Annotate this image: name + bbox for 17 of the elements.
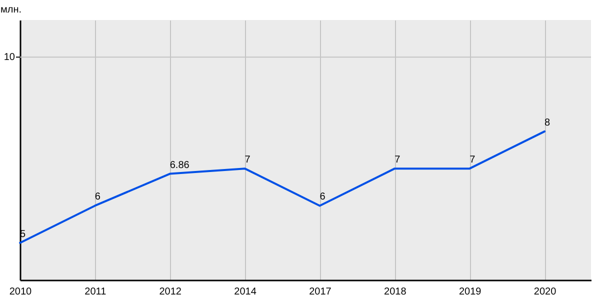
x-tick-label: 2020 xyxy=(534,286,557,298)
x-tick-label: 2014 xyxy=(234,286,257,298)
data-label: 7 xyxy=(470,154,476,166)
x-tick-label: 2011 xyxy=(84,286,107,298)
y-axis-title: млн. xyxy=(0,4,22,16)
x-tick-label: 2010 xyxy=(9,286,32,298)
data-label: 6 xyxy=(94,192,101,203)
x-tick-label: 2018 xyxy=(384,286,407,298)
data-label: 6.86 xyxy=(170,160,190,171)
data-label: 8 xyxy=(544,117,551,128)
x-tick-label: 2019 xyxy=(458,286,482,298)
data-label: 6 xyxy=(320,192,326,203)
data-label: 7 xyxy=(244,154,251,166)
x-tick-label: 2012 xyxy=(159,286,182,298)
ref-line-label: 10 xyxy=(4,52,16,64)
data-label: 7 xyxy=(394,154,401,166)
x-tick-label: 2017 xyxy=(309,286,332,298)
